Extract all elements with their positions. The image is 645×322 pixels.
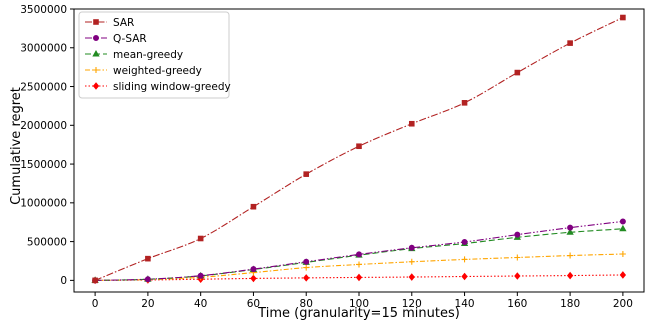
data-point [408,258,415,265]
data-point [620,14,626,21]
series-sar [92,14,626,284]
y-axis-ticks: 0 500000 1000000 1500000 2000000 2500000 30000… [20,4,74,287]
data-point [514,254,521,261]
series-layer [91,14,627,285]
x-tick-label: 140 [455,298,475,310]
legend-label: Q-SAR [113,33,147,45]
series-line [95,220,623,281]
data-point [408,120,415,127]
legend-entry: SAR [85,17,134,29]
legend-marker [92,82,100,90]
y-tick-label: 1000000 [20,198,67,210]
legend-label: sliding window-greedy [113,81,231,93]
x-tick-label: 80 [300,298,313,310]
legend-marker [93,67,99,73]
data-point [144,276,151,283]
y-tick-label: 500000 [27,236,67,248]
x-tick-label: 100 [349,298,369,310]
data-point [514,69,521,76]
data-point [303,171,310,177]
data-point [408,273,415,281]
data-point [567,252,574,259]
y-tick-label: 3000000 [20,43,67,55]
data-point [619,251,626,258]
data-point [619,224,627,232]
legend-entry: sliding window-greedy [85,81,231,93]
x-tick-label: 40 [194,298,207,310]
x-tick-label: 20 [141,298,154,310]
legend-entry: Q-SAR [85,33,147,45]
data-point [145,255,151,262]
data-point [303,258,310,265]
y-tick-label: 3500000 [20,4,67,16]
x-tick-label: 160 [507,298,527,310]
legend-marker [92,49,100,57]
legend-entry: mean-greedy [85,49,183,61]
x-tick-label: 0 [92,298,99,310]
data-point [303,264,310,271]
x-tick-label: 120 [402,298,422,310]
data-point [303,274,310,282]
data-point [250,274,257,283]
data-point [461,256,468,263]
y-tick-label: 2500000 [20,81,67,93]
y-axis-title: Cumulative regret [9,87,24,205]
data-point [356,261,362,268]
data-point [408,244,415,251]
data-point [619,271,627,279]
data-point [567,40,573,46]
data-point [461,272,468,281]
legend-box [78,11,230,99]
data-point [567,224,574,231]
data-point [566,271,574,280]
data-point [355,273,363,282]
legend-marker [93,35,99,41]
data-point [514,231,521,238]
x-tick-label: 60 [247,298,260,310]
data-point [566,228,574,235]
legend-marker [93,19,99,25]
x-tick-label: 180 [560,298,580,310]
data-point [514,272,521,280]
x-tick-label: 200 [613,298,633,310]
x-axis-ticks: 0 20 40 60 80 100 120 140 160 180 200 [92,292,633,310]
data-point [356,251,362,258]
data-point [461,100,468,106]
legend-entry: weighted-greedy [85,65,202,77]
x-axis-title: Time (granularity=15 minutes) [257,306,460,321]
y-tick-label: 2000000 [20,120,67,132]
legend: SAR Q-SAR mean-greedy weighted-greedy slidin… [78,11,231,99]
legend-label: SAR [113,17,134,29]
y-tick-label: 0 [60,275,67,287]
data-point [197,235,204,242]
data-point [92,277,98,284]
legend-label: mean-greedy [113,49,183,61]
data-point [250,203,257,210]
y-tick-label: 1500000 [20,159,67,171]
data-point [197,272,204,279]
data-point [250,266,257,273]
series-q-sar [92,218,626,284]
data-point [461,238,468,245]
data-point [619,218,626,225]
data-point [356,143,362,150]
legend-label: weighted-greedy [113,65,202,77]
